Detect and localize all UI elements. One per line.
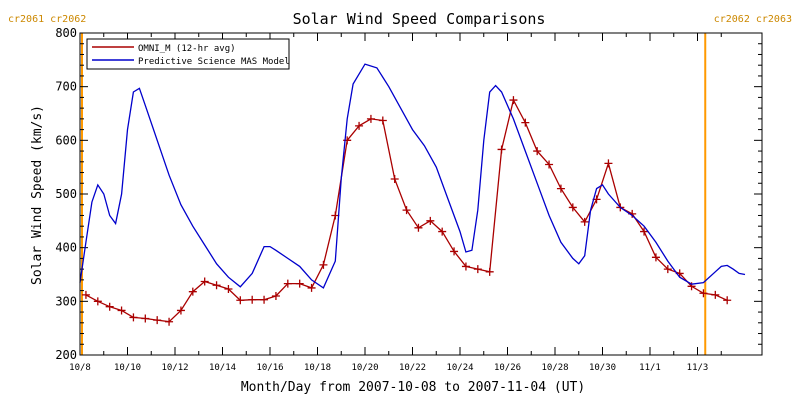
series-omni (81, 96, 732, 326)
data-point (319, 260, 328, 269)
y-tick-label: 200 (55, 348, 77, 362)
chart-title: Solar Wind Speed Comparisons (293, 10, 546, 28)
data-point (521, 118, 530, 127)
data-point (402, 206, 411, 215)
x-tick-label: 10/16 (256, 363, 283, 373)
data-point (497, 145, 506, 154)
x-axis-label: Month/Day from 2007-10-08 to 2007-11-04 … (241, 380, 585, 395)
x-tick-label: 11/1 (639, 363, 661, 373)
legend-box (86, 38, 290, 70)
data-point (117, 306, 126, 315)
data-point (188, 287, 197, 296)
data-point (568, 203, 577, 212)
data-point (141, 314, 150, 323)
x-tick-label: 10/28 (541, 363, 568, 373)
data-point (450, 247, 459, 256)
data-point (604, 159, 613, 168)
x-tick-label: 10/18 (304, 363, 331, 373)
data-point (105, 302, 114, 311)
data-point (81, 290, 90, 299)
data-point (248, 295, 257, 304)
x-tick-label: 10/12 (161, 363, 188, 373)
data-point (426, 216, 435, 225)
data-point (153, 316, 162, 325)
data-point (699, 289, 708, 298)
data-point (129, 313, 138, 322)
data-point (165, 317, 174, 326)
data-point (260, 295, 269, 304)
data-point (224, 284, 233, 293)
axes: 200 300 400 500 600 700 800 10/8 10/10 10/12 10/14… (55, 26, 762, 373)
y-tick-label: 300 (55, 294, 77, 308)
data-point (640, 227, 649, 236)
plot-frame (79, 32, 763, 356)
y-tick-label: 800 (55, 26, 77, 40)
data-point (93, 297, 102, 306)
y-axis-label: Solar Wind Speed (km/s) (30, 105, 45, 285)
series-line (79, 63, 746, 289)
data-point (414, 223, 423, 232)
y-tick-label: 500 (55, 187, 77, 201)
data-point (355, 121, 364, 130)
legend: OMNI_M (12-hr avg) Predictive Science MAS… (86, 38, 290, 70)
data-point (461, 262, 470, 271)
y-tick-label: 600 (55, 133, 77, 147)
data-point (366, 114, 375, 123)
x-tick-label: 10/20 (351, 363, 378, 373)
data-point (485, 267, 494, 276)
x-tick-label: 10/24 (446, 363, 473, 373)
carrington-label: cr2061 cr2062 (8, 14, 86, 25)
legend-entry: Predictive Science MAS Model (138, 57, 290, 67)
data-point (533, 147, 542, 156)
data-point (176, 306, 185, 315)
data-point (580, 217, 589, 226)
x-tick-label: 10/26 (494, 363, 521, 373)
data-point (723, 296, 732, 305)
series-layer (79, 63, 746, 326)
data-point (438, 227, 447, 236)
data-point (473, 265, 482, 274)
x-tick-label: 10/10 (114, 363, 141, 373)
x-tick-label: 10/22 (399, 363, 426, 373)
data-point (283, 279, 292, 288)
data-point (663, 265, 672, 274)
data-point (200, 277, 209, 286)
x-tick-label: 10/30 (589, 363, 616, 373)
carrington-label: cr2062 cr2063 (714, 14, 792, 25)
data-point (651, 253, 660, 262)
series-mas-model (79, 63, 746, 289)
data-point (390, 174, 399, 183)
legend-entry: OMNI_M (12-hr avg) (138, 44, 236, 54)
data-point (378, 116, 387, 125)
y-tick-label: 400 (55, 241, 77, 255)
data-point (271, 291, 280, 300)
data-point (212, 281, 221, 290)
data-point (711, 290, 720, 299)
x-tick-label: 11/3 (687, 363, 709, 373)
data-point (545, 160, 554, 169)
y-tick-label: 700 (55, 80, 77, 94)
data-point (556, 184, 565, 193)
x-tick-label: 10/8 (69, 363, 91, 373)
x-tick-label: 10/14 (209, 363, 236, 373)
data-point (509, 96, 518, 105)
data-point (236, 296, 245, 305)
data-point (307, 283, 316, 292)
data-point (295, 279, 304, 288)
